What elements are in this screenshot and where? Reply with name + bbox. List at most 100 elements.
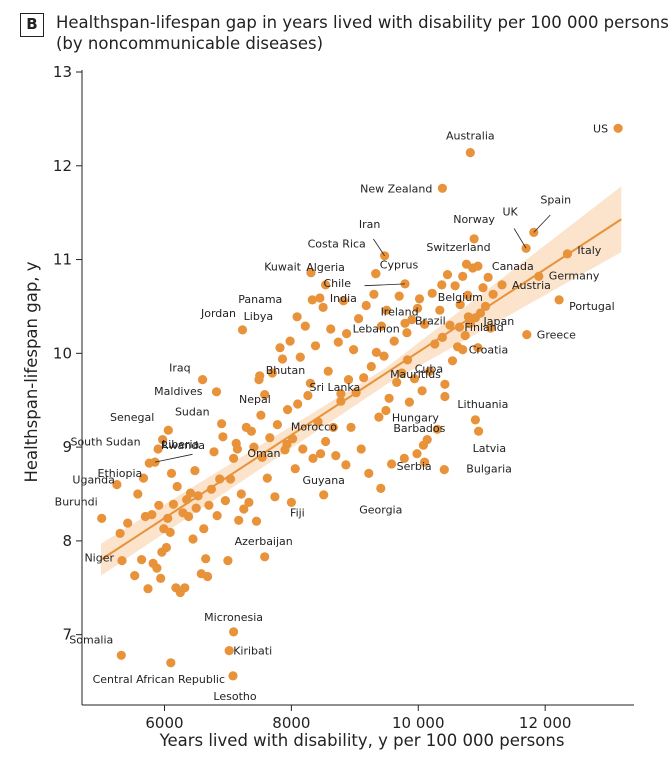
point-label: Georgia [359,503,402,516]
data-point [316,449,326,459]
data-point-labeled [613,123,623,133]
data-point-labeled [217,419,227,429]
data-point-labeled [342,329,352,339]
point-label: US [593,122,608,135]
data-point [267,368,277,378]
y-axis-label: Healthspan-lifespan gap, y [22,261,41,482]
data-point [407,315,417,325]
point-label: Burundi [55,495,98,508]
point-label: Lesotho [213,690,256,703]
data-point [172,481,182,492]
point-label: Lithuania [457,398,508,411]
data-point [272,420,282,430]
data-point [440,391,450,402]
point-label: Morocco [291,420,337,433]
data-point [331,451,341,461]
data-point [412,449,422,459]
point-label: Nepal [239,393,271,406]
data-point-labeled [440,379,450,389]
data-point [206,484,216,494]
data-point [364,468,374,478]
point-label: Latvia [473,442,507,455]
data-point-labeled [229,627,239,637]
data-point-labeled [473,261,483,271]
point-label: Guyana [302,474,344,487]
data-point-labeled [474,426,484,436]
point-label: Japan [483,315,515,328]
data-point [488,289,498,299]
data-point [379,351,389,361]
data-point-labeled [163,425,173,435]
data-point [387,459,397,469]
point-label: Portugal [569,300,615,313]
data-point-labeled [420,457,430,467]
data-point [376,321,387,331]
point-label: Belgium [438,291,483,304]
data-point [480,301,491,311]
data-point [290,464,300,474]
data-point [445,320,455,330]
data-point [473,343,483,353]
point-label: Lebanon [353,323,400,336]
data-point [262,473,272,483]
data-point [152,563,162,573]
point-label: Somalia [69,633,113,646]
data-point [275,343,285,353]
data-point [384,393,394,403]
data-point [338,296,348,306]
point-label: Maldives [154,385,203,398]
data-point [425,366,435,376]
data-point [442,270,453,280]
data-point [212,510,222,521]
x-tick-label: 8000 [272,714,310,732]
data-point-labeled [402,355,413,365]
point-label: Croatia [469,344,509,357]
point-label: Fiji [290,506,305,519]
data-point [475,308,486,318]
data-point [115,528,125,539]
data-point [321,436,331,447]
data-point [156,573,166,584]
point-label: Libya [244,310,273,323]
data-point-labeled [232,444,242,454]
data-point [244,497,254,507]
data-point [277,354,288,364]
point-label: Panama [238,293,282,306]
data-points-layer [97,123,623,681]
data-point-labeled [381,405,391,416]
point-label: New Zealand [360,182,432,195]
point-label: Canada [492,260,534,273]
data-point-labeled [371,269,381,279]
data-point [346,422,356,432]
data-point-labeled [307,295,317,305]
point-label: Senegal [110,411,154,424]
data-point-labeled [237,325,248,335]
data-point-labeled [336,396,346,406]
data-point [215,474,225,484]
y-tick-label: 12 [53,157,72,175]
point-label: Jordan [200,307,236,320]
point-label: Mauritius [390,368,441,381]
data-point [163,513,173,524]
data-point [184,511,194,522]
data-point [455,300,465,310]
point-label: India [330,292,357,305]
data-point [166,468,177,478]
point-label: Barbados [393,422,445,435]
data-point [154,500,164,510]
y-tick-label: 8 [62,532,72,550]
point-label: Ireland [381,305,419,318]
data-point [343,375,354,385]
y-tick-label: 10 [53,344,72,362]
data-point [389,336,399,346]
point-label: Australia [446,130,495,143]
data-point [229,453,239,463]
data-point-labeled [112,480,122,490]
data-point-labeled [306,268,316,278]
data-point [392,377,402,387]
data-point [188,534,198,544]
data-point [209,447,219,457]
data-point [283,405,293,415]
data-point [298,444,308,454]
